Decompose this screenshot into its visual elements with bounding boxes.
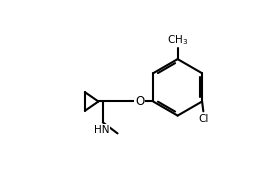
Text: Cl: Cl [198,114,208,124]
Text: HN: HN [94,125,109,135]
Text: CH$_3$: CH$_3$ [167,33,188,47]
Text: O: O [135,95,144,108]
